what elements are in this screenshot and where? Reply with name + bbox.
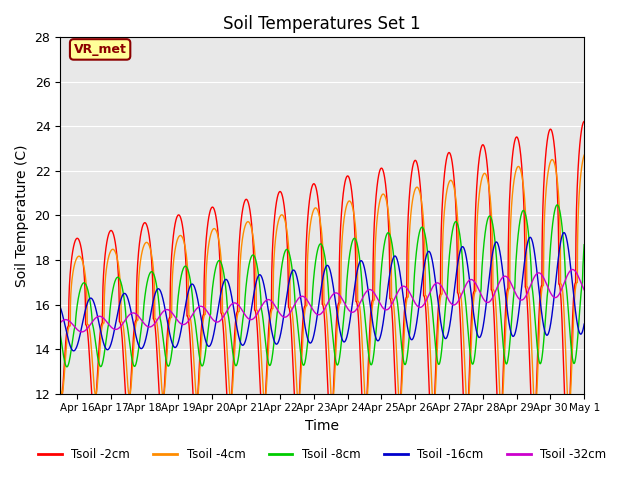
Y-axis label: Soil Temperature (C): Soil Temperature (C) [15, 144, 29, 287]
X-axis label: Time: Time [305, 419, 339, 433]
Legend: Tsoil -2cm, Tsoil -4cm, Tsoil -8cm, Tsoil -16cm, Tsoil -32cm: Tsoil -2cm, Tsoil -4cm, Tsoil -8cm, Tsoi… [33, 444, 611, 466]
Title: Soil Temperatures Set 1: Soil Temperatures Set 1 [223, 15, 421, 33]
Text: VR_met: VR_met [74, 43, 127, 56]
